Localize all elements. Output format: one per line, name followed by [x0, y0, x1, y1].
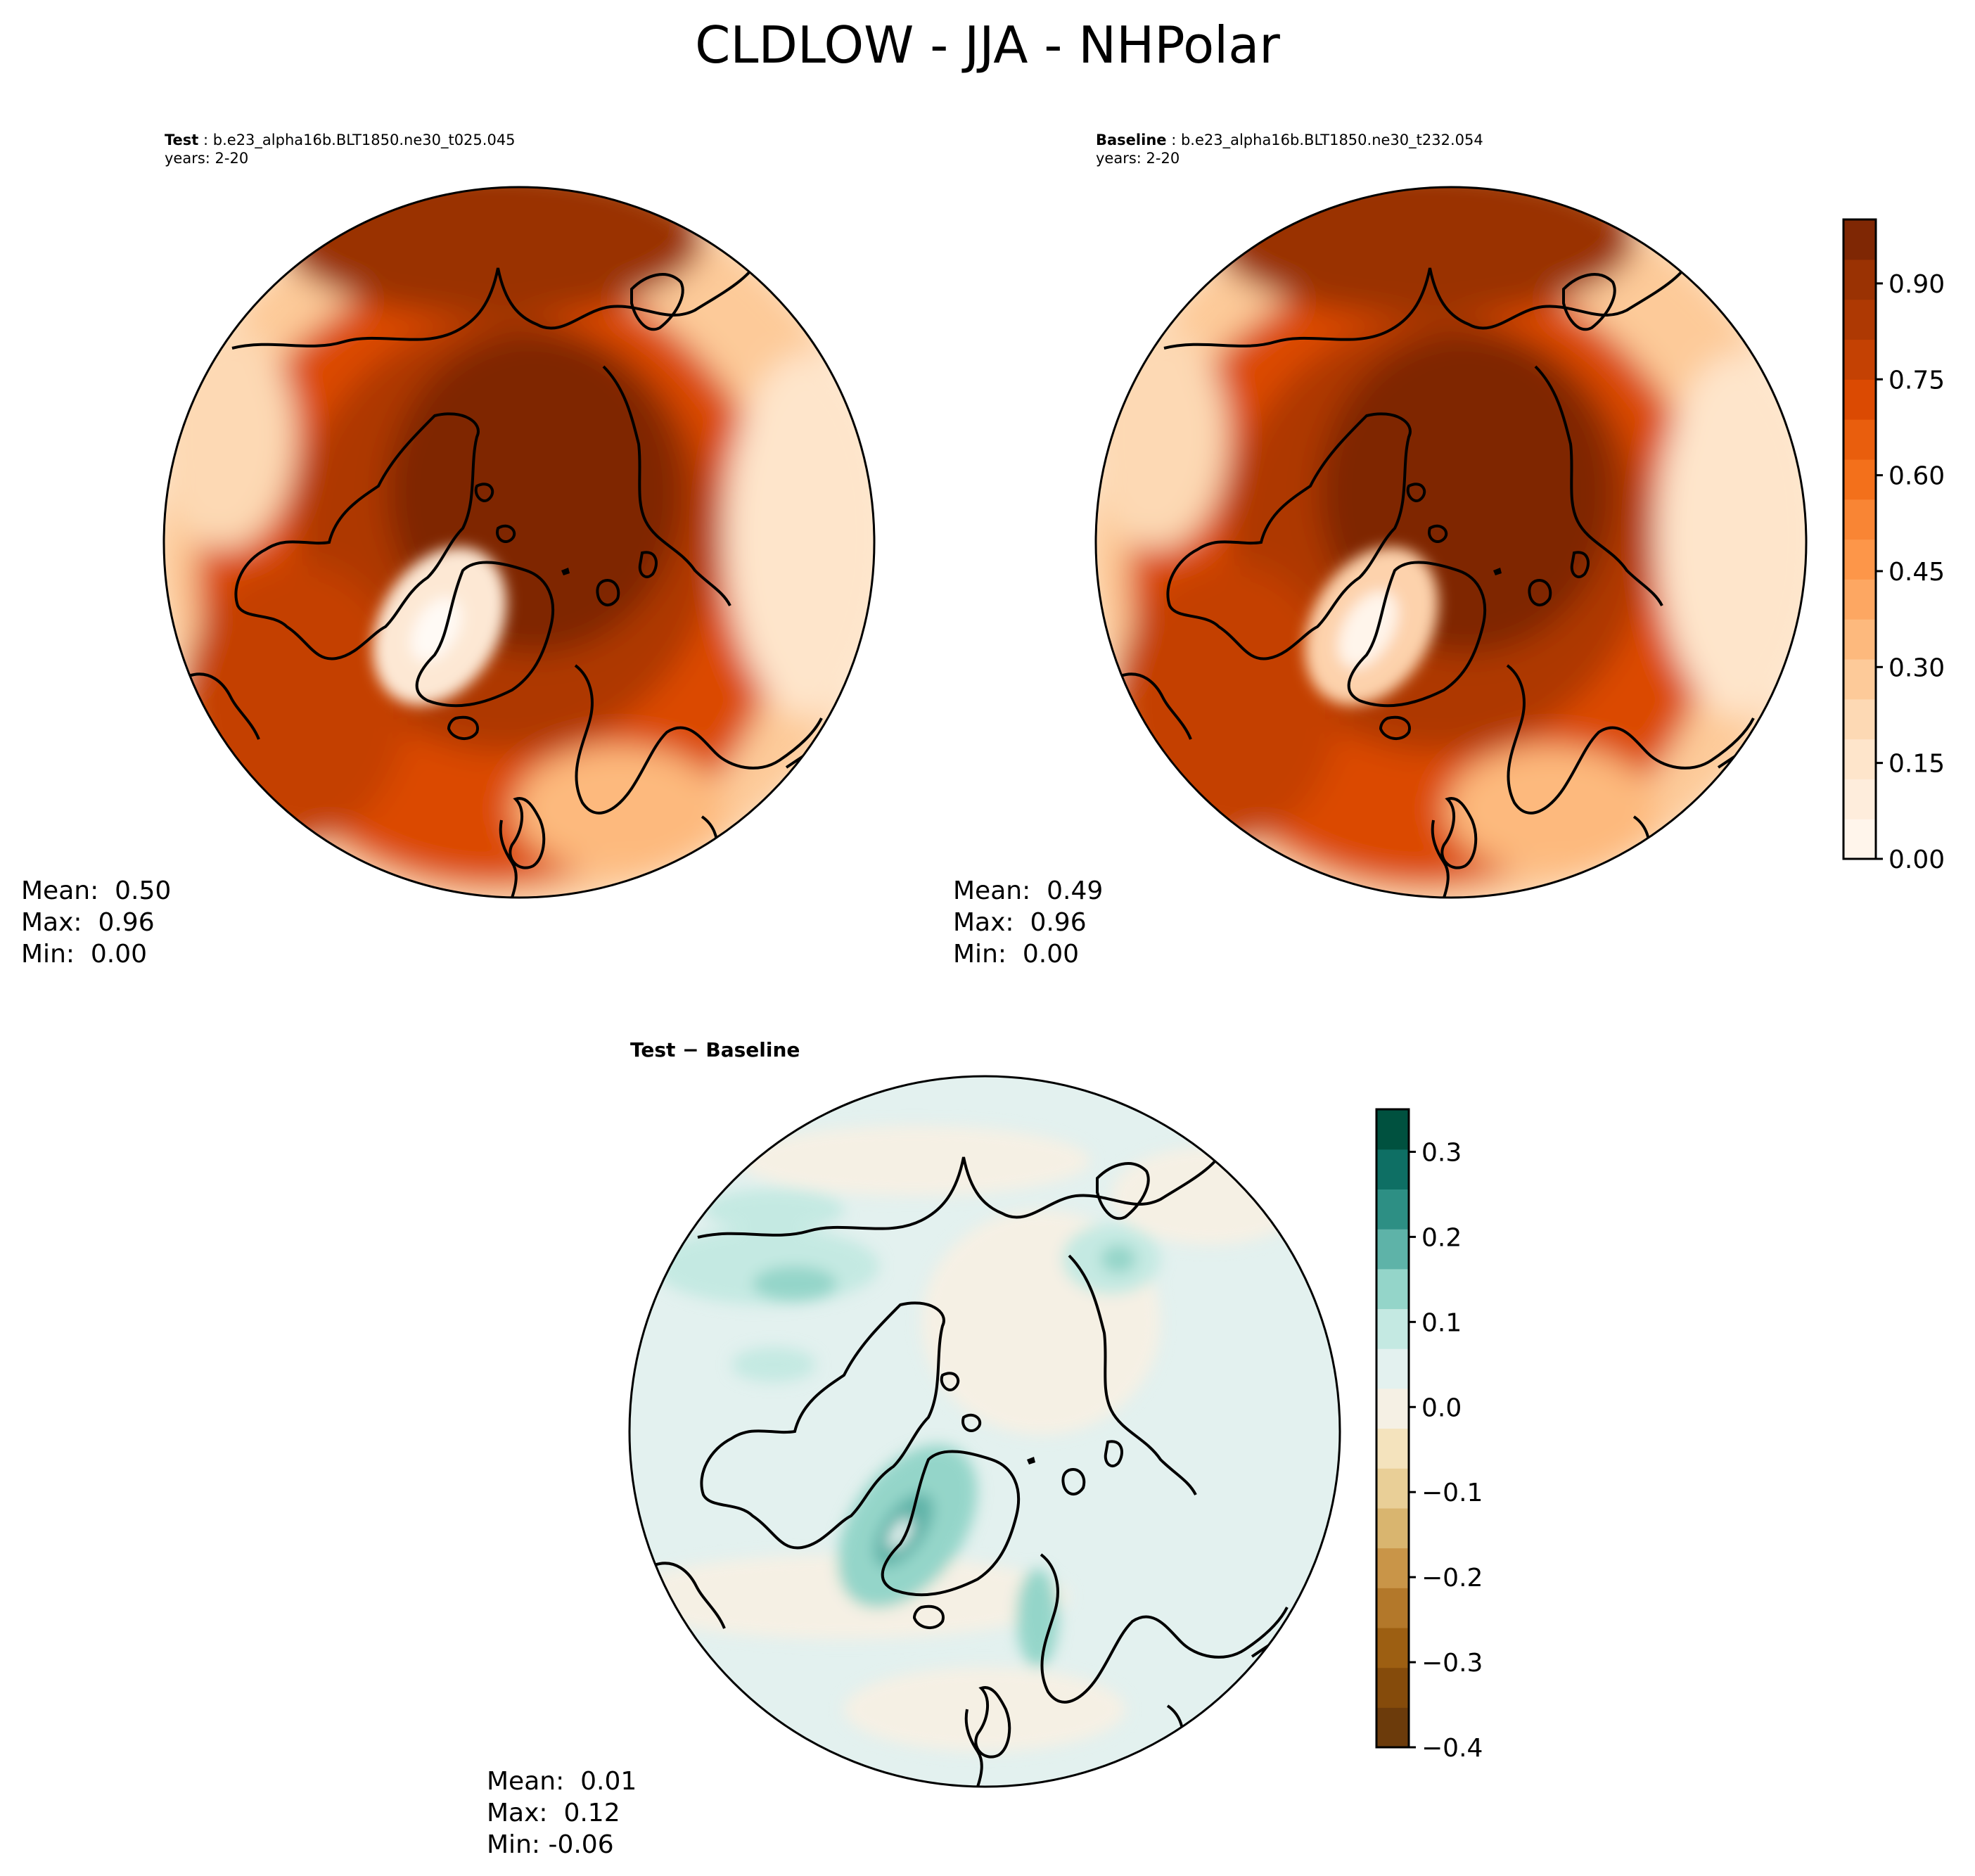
main-colorbar-tick-label: 0.45	[1888, 558, 1945, 587]
diff-mean: Mean: 0.01	[487, 1767, 637, 1796]
main-colorbar-segment	[1843, 299, 1876, 340]
baseline-stats: Mean: 0.49 Max: 0.96 Min: 0.00	[953, 875, 1103, 970]
diff-colorbar-segment	[1376, 1149, 1409, 1189]
diff-colorbar-segment	[1376, 1388, 1409, 1429]
diff-colorbar-segment	[1376, 1189, 1409, 1230]
diff-colorbar-segment	[1376, 1548, 1409, 1588]
main-colorbar-tick-label: 0.90	[1888, 270, 1945, 299]
diff-map	[628, 1075, 1341, 1788]
baseline-panel-header: Baseline : b.e23_alpha16b.BLT1850.ne30_t…	[1096, 132, 1483, 167]
test-min: Min: 0.00	[21, 940, 148, 969]
diff-colorbar-tick-label: 0.2	[1421, 1223, 1462, 1252]
main-colorbar-segment	[1843, 499, 1876, 540]
figure-title: CLDLOW - JJA - NHPolar	[695, 15, 1280, 75]
test-max: Max: 0.96	[21, 908, 155, 937]
diff-stats: Mean: 0.01 Max: 0.12 Min: -0.06	[487, 1766, 637, 1861]
main-colorbar-segment	[1843, 619, 1876, 660]
diff-colorbar: −0.4 −0.3 −0.2 −0.1 0.0 0.1 0.2 0.3	[1375, 1108, 1483, 1763]
diff-colorbar-segment	[1376, 1588, 1409, 1628]
main-colorbar-segment	[1843, 339, 1876, 380]
diff-colorbar-tick-label: 0.0	[1421, 1393, 1462, 1422]
main-colorbar-segment	[1843, 259, 1876, 300]
test-case-name: b.e23_alpha16b.BLT1850.ne30_t025.045	[212, 132, 516, 148]
main-colorbar-tick-label: 0.75	[1888, 366, 1945, 395]
main-colorbar-segment	[1843, 819, 1876, 860]
main-colorbar-segment	[1843, 539, 1876, 580]
test-stats: Mean: 0.50 Max: 0.96 Min: 0.00	[21, 875, 171, 970]
diff-colorbar-tick-label: −0.4	[1421, 1734, 1483, 1763]
main-colorbar-segment	[1843, 579, 1876, 620]
diff-colorbar-segment	[1376, 1229, 1409, 1270]
diff-colorbar-tick-label: 0.3	[1421, 1138, 1462, 1167]
test-years: years: 2-20	[165, 150, 249, 167]
diff-colorbar-segment	[1376, 1667, 1409, 1708]
diff-colorbar-tick-label: 0.1	[1421, 1308, 1462, 1337]
diff-panel-title: Test − Baseline	[630, 1038, 800, 1061]
main-colorbar-frame	[1842, 218, 1877, 860]
diff-colorbar-segment	[1376, 1348, 1409, 1389]
test-mean: Mean: 0.50	[21, 876, 172, 905]
test-panel-header: Test : b.e23_alpha16b.BLT1850.ne30_t025.…	[165, 132, 516, 167]
main-colorbar-segment	[1843, 379, 1876, 420]
diff-colorbar-segment	[1376, 1268, 1409, 1310]
main-colorbar-segment	[1843, 419, 1876, 460]
diff-colorbar-segment	[1376, 1507, 1409, 1549]
main-colorbar-segment	[1843, 739, 1876, 779]
diff-colorbar-segment	[1376, 1627, 1409, 1668]
diff-colorbar-tick-label: −0.3	[1421, 1649, 1483, 1678]
test-label: Test	[165, 132, 199, 148]
baseline-label: Baseline	[1096, 132, 1167, 148]
main-colorbar-segment	[1843, 698, 1876, 740]
diff-colorbar-frame	[1375, 1108, 1410, 1749]
main-colorbar-segment	[1843, 219, 1876, 260]
diff-min: Min: -0.06	[487, 1830, 614, 1859]
main-colorbar: 0.00 0.15 0.30 0.45 0.60 0.75 0.90	[1842, 218, 1945, 874]
diff-colorbar-segment	[1376, 1308, 1409, 1349]
diff-max: Max: 0.12	[487, 1799, 620, 1827]
diff-colorbar-segment	[1376, 1109, 1409, 1150]
diff-colorbar-segment	[1376, 1707, 1409, 1748]
diff-colorbar-segment	[1376, 1428, 1409, 1469]
test-map	[162, 186, 876, 899]
baseline-case-name: b.e23_alpha16b.BLT1850.ne30_t232.054	[1180, 132, 1483, 148]
main-colorbar-segment	[1843, 658, 1876, 700]
baseline-mean: Mean: 0.49	[953, 876, 1104, 905]
diff-colorbar-tick-label: −0.2	[1421, 1564, 1483, 1593]
main-colorbar-tick-label: 0.60	[1888, 462, 1945, 491]
baseline-map	[1094, 186, 1808, 899]
main-colorbar-segment	[1843, 779, 1876, 819]
diff-colorbar-segment	[1376, 1468, 1409, 1509]
baseline-max: Max: 0.96	[953, 908, 1087, 937]
baseline-years: years: 2-20	[1096, 150, 1180, 167]
main-colorbar-tick-label: 0.15	[1888, 750, 1945, 779]
main-colorbar-tick-label: 0.00	[1888, 846, 1945, 874]
baseline-min: Min: 0.00	[953, 940, 1080, 969]
main-colorbar-segment	[1843, 459, 1876, 500]
diff-colorbar-tick-label: −0.1	[1421, 1479, 1483, 1507]
main-colorbar-tick-label: 0.30	[1888, 653, 1945, 682]
